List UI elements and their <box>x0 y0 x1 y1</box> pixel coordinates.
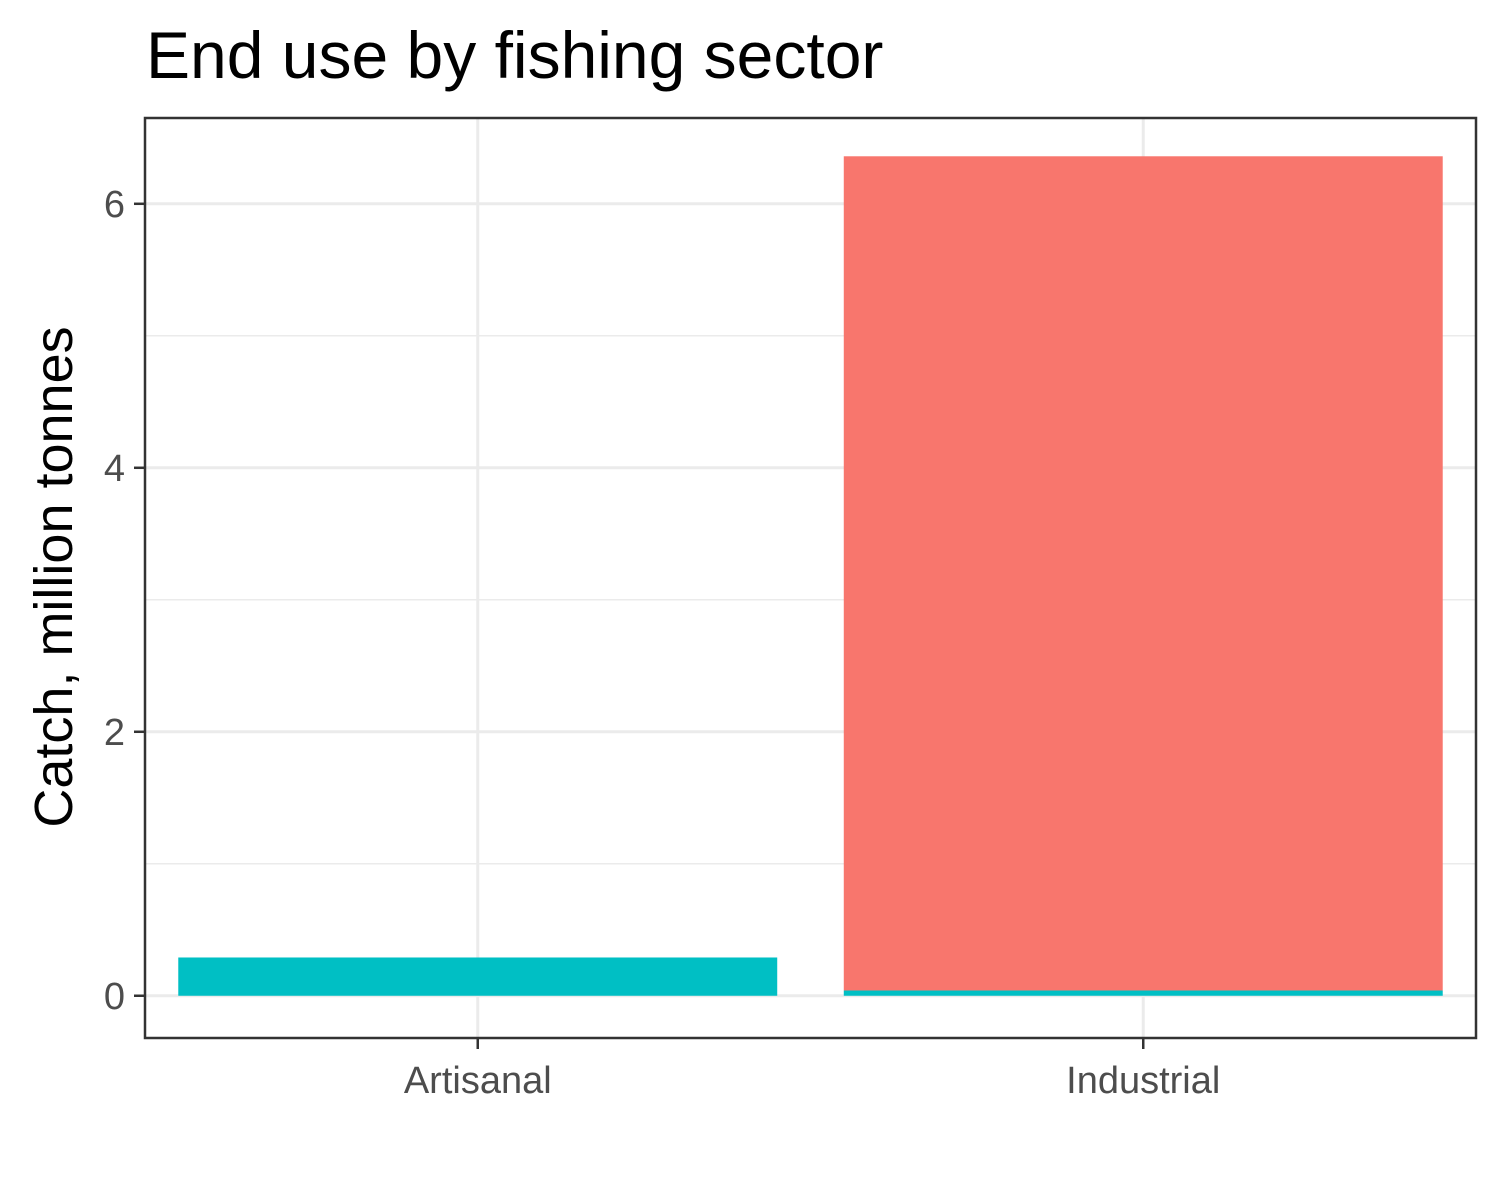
x-tick-label: Industrial <box>1066 1060 1220 1102</box>
bar-industrial-segment-2 <box>843 156 1443 991</box>
y-tick-label: 6 <box>104 184 125 226</box>
x-tick-label: Artisanal <box>404 1060 552 1102</box>
y-axis: 0 2 4 6 <box>104 184 145 1018</box>
x-axis: Artisanal Industrial <box>404 1038 1220 1102</box>
y-tick-label: 2 <box>104 712 125 754</box>
chart-title: End use by fishing sector <box>146 18 883 92</box>
y-tick-label: 0 <box>104 976 125 1018</box>
bar-artisanal-segment-1 <box>178 957 778 996</box>
y-tick-label: 4 <box>104 448 125 490</box>
plot-panel <box>143 116 1478 1040</box>
y-axis-label: Catch, million tonnes <box>24 326 84 827</box>
bar-industrial-segment-1 <box>843 990 1443 996</box>
bars <box>178 156 1443 996</box>
